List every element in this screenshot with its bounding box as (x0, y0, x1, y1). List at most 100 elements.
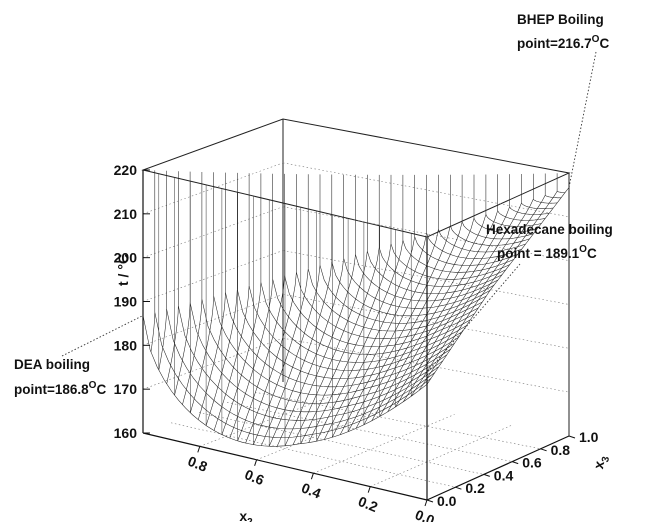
back-wall-gridline (282, 162, 570, 218)
x3-tick-mark (512, 461, 519, 465)
surface-mesh-line (379, 210, 498, 417)
surface-mesh-line (300, 247, 380, 444)
surface-mesh-line (245, 272, 297, 444)
back-wall-gridline (282, 337, 570, 393)
surface-mesh-line (308, 243, 392, 443)
surface-mesh-line (426, 187, 570, 385)
surface-mesh-line (414, 236, 518, 266)
surface-mesh-line (253, 268, 309, 445)
x3-tick-mark (455, 486, 462, 490)
surface-mesh-line (387, 206, 510, 413)
floor-gridline (170, 422, 456, 488)
surface-mesh-line (213, 285, 250, 431)
x3-tick-label: 0.0 (437, 493, 457, 509)
x2-axis-ticks: 0.8 0.6 0.4 0.2 0.0 (186, 446, 437, 522)
surface-mesh-line (150, 312, 156, 353)
surface-mesh-line (229, 279, 273, 439)
z-tick-label: 200 (114, 250, 138, 266)
x2-tick-label: 0.4 (299, 480, 323, 502)
x2-tick-mark (197, 446, 201, 453)
dea-annotation-line2: point=186.8OC (14, 380, 106, 397)
surface-mesh-line (556, 191, 566, 193)
hexadecane-leader-line (426, 263, 521, 373)
surface-mesh-line (497, 210, 546, 221)
surface-mesh-line (225, 292, 455, 388)
floor-edge-x3 (426, 435, 570, 501)
dea-leader-line (61, 315, 144, 357)
z-axis-label: t / °C (115, 254, 131, 286)
z-tick-label: 170 (114, 381, 138, 397)
surface-mesh-line (461, 221, 534, 240)
surface-mesh-line (197, 292, 226, 420)
x2-tick-label: 0.8 (186, 453, 210, 475)
x2-tick-mark (424, 499, 428, 507)
hexadecane-annotation-line2: point = 189.1OC (497, 244, 597, 261)
x3-tick-label: 0.2 (465, 480, 485, 496)
x2-tick-mark (254, 459, 258, 466)
dea-annotation: DEA boiling point=186.8OC (14, 357, 106, 397)
surface-mesh-line (319, 265, 487, 324)
surface-mesh-line (166, 305, 179, 385)
surface-mesh-line (339, 229, 439, 435)
x3-axis-ticks: 0.0 0.2 0.4 0.6 0.8 1.0 (426, 429, 599, 509)
x2-tick-label: 0.2 (356, 493, 380, 515)
x2-tick-mark (367, 486, 371, 493)
surface-mesh-line (402, 240, 514, 273)
surface-mesh-line (324, 236, 415, 440)
surface-mesh-line (545, 195, 562, 199)
floor-gridline (254, 391, 541, 450)
bhep-annotation: BHEP Boiling point=216.7OC (517, 12, 609, 51)
floor-gridline (226, 402, 513, 462)
dea-annotation-line1: DEA boiling (14, 357, 90, 372)
back-wall-gridline (282, 206, 570, 261)
hexadecane-annotation-line1: Hexadecane boiling (486, 222, 613, 237)
surface-mesh-line (426, 232, 522, 259)
back-wall-gridline (142, 294, 284, 346)
surface-mesh-line (190, 295, 214, 413)
surface-mesh-line (521, 202, 554, 209)
floor-gridline (256, 403, 398, 461)
x3-tick-mark (568, 435, 576, 439)
floor-gridline (313, 414, 455, 474)
x3-tick-mark (483, 473, 490, 477)
surface-mesh-line (292, 251, 368, 446)
surface-mesh-line (473, 218, 538, 233)
back-wall-gridline (142, 250, 284, 302)
x3-tick-label: 0.8 (551, 442, 571, 458)
back-wall-gridline (282, 294, 570, 349)
surface-mesh (142, 170, 570, 447)
surface-mesh-line (371, 214, 487, 421)
surface-mesh-line (158, 309, 167, 371)
x2-tick-label: 0.6 (242, 466, 266, 488)
hexadecane-annotation: Hexadecane boiling point = 189.1OC (486, 222, 613, 261)
x3-tick-mark (426, 499, 434, 503)
z-tick-label: 190 (114, 294, 138, 310)
floor-grid (170, 391, 541, 488)
floor-gridline (199, 392, 341, 447)
surface-mesh-line (403, 198, 534, 402)
z-tick-label: 160 (114, 425, 138, 441)
back-wall-gridline (142, 162, 284, 215)
surface-mesh-line (154, 312, 432, 438)
surface-mesh-line (355, 221, 463, 429)
back-wall-gridline (142, 337, 284, 390)
surface-mesh-line (276, 258, 344, 447)
surface-mesh-line (284, 275, 475, 347)
bhep-leader-line (568, 51, 597, 188)
back-wall-gridline (142, 206, 284, 258)
surface-mesh-line (261, 265, 321, 446)
surface-mesh-line (438, 229, 526, 253)
floor-edge-x2 (142, 432, 428, 501)
x3-tick-label: 0.6 (522, 455, 542, 471)
surface-mesh-line (509, 206, 550, 215)
z-axis-ticks: 160 170 180 190 200 210 220 (114, 162, 150, 441)
bhep-annotation-line2: point=216.7OC (517, 34, 609, 51)
surface-mesh-line (450, 225, 530, 246)
surface-mesh-line (296, 272, 479, 339)
bhep-annotation-line1: BHEP Boiling (517, 12, 604, 27)
x3-tick-mark (540, 448, 547, 452)
surface-mesh-line (182, 299, 203, 405)
surface-mesh-line (201, 299, 447, 404)
x2-tick-mark (310, 473, 314, 480)
surface-mesh-line (237, 275, 285, 441)
